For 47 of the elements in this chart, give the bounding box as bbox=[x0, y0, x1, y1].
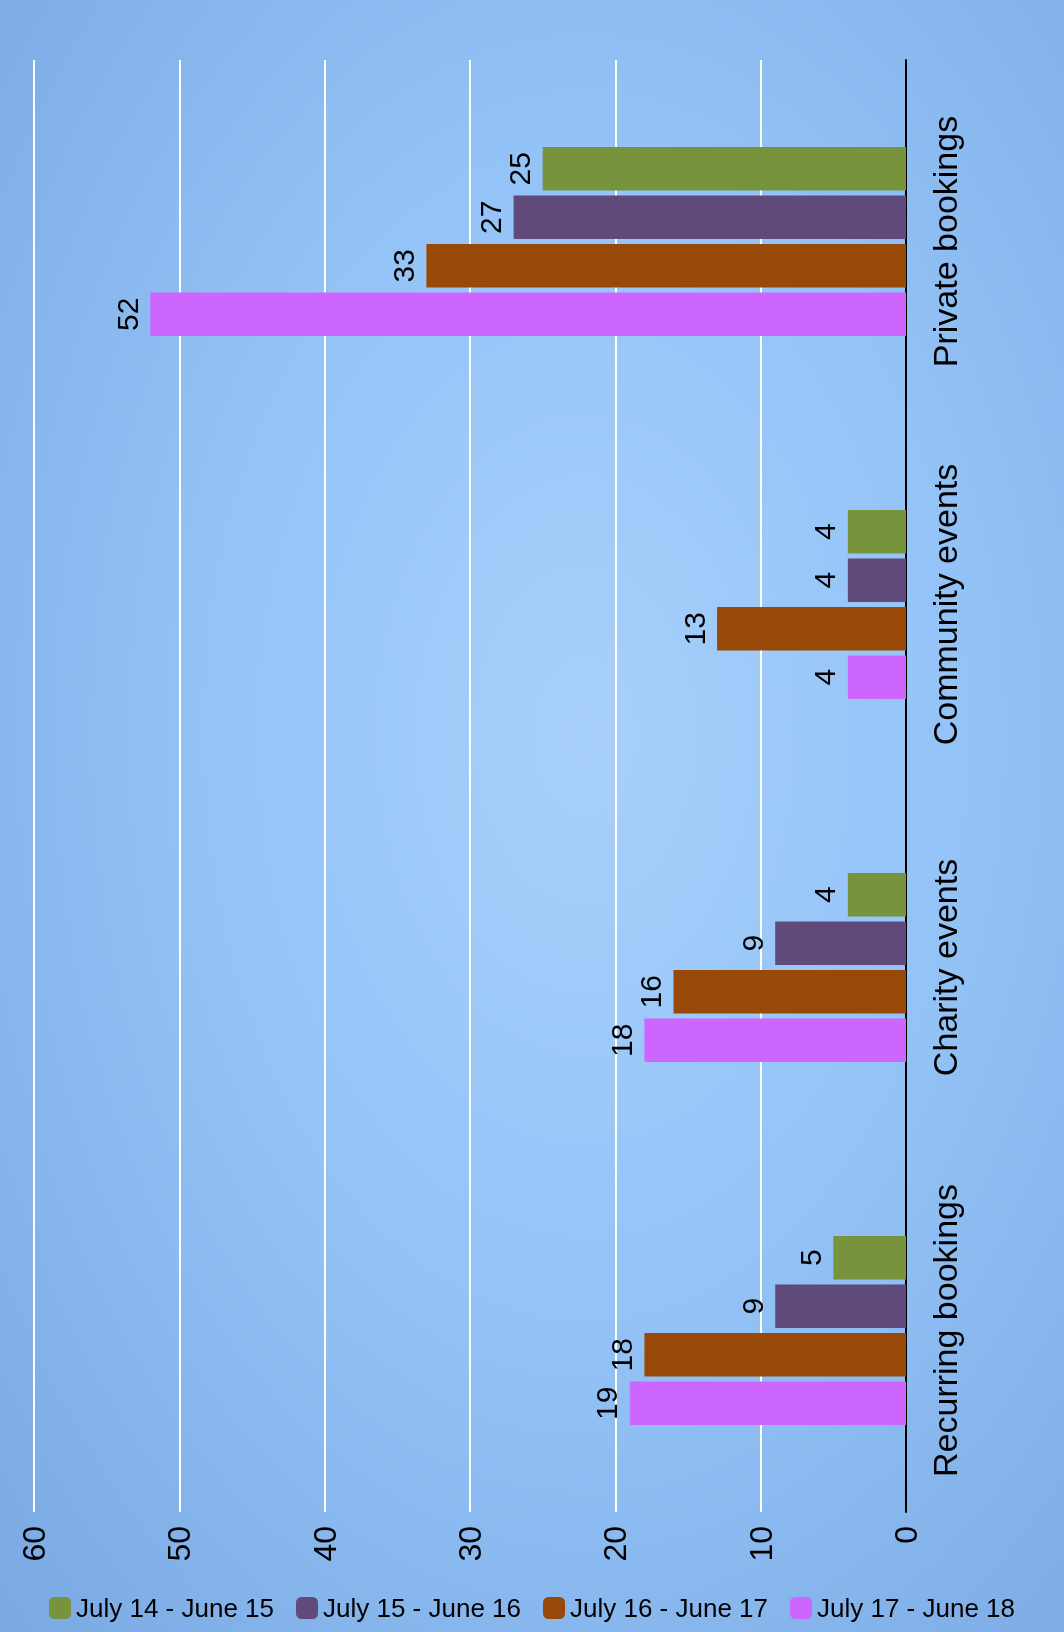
data-label: 4 bbox=[808, 668, 842, 686]
data-label: 9 bbox=[735, 934, 769, 952]
x-tick-label: 60 bbox=[16, 1526, 52, 1562]
data-label: 25 bbox=[503, 152, 537, 186]
bar bbox=[644, 1333, 906, 1377]
bar bbox=[775, 921, 906, 965]
x-tick-label: 0 bbox=[888, 1526, 924, 1544]
data-label: 52 bbox=[110, 297, 144, 331]
x-tick-label: 20 bbox=[597, 1526, 634, 1562]
bar bbox=[847, 655, 906, 699]
data-label: 4 bbox=[808, 571, 842, 589]
bar bbox=[673, 970, 906, 1014]
bar bbox=[847, 510, 906, 554]
bar bbox=[644, 1018, 906, 1062]
bar bbox=[847, 873, 906, 917]
data-label: 18 bbox=[604, 1338, 638, 1372]
data-label: 13 bbox=[677, 612, 711, 646]
legend-label: July 14 - June 15 bbox=[75, 1593, 274, 1623]
data-label: 33 bbox=[386, 249, 420, 283]
bar bbox=[150, 292, 906, 336]
y-tick-label: Recurring bookings bbox=[926, 1184, 964, 1477]
y-tick-label: Charity events bbox=[926, 858, 964, 1077]
legend-label: July 15 - June 16 bbox=[322, 1593, 522, 1623]
legend-label: July 17 - June 18 bbox=[817, 1593, 1016, 1623]
data-label: 16 bbox=[633, 975, 667, 1009]
bar bbox=[629, 1381, 906, 1425]
data-label: 5 bbox=[793, 1249, 827, 1267]
data-label: 19 bbox=[590, 1386, 624, 1420]
data-label: 4 bbox=[808, 886, 842, 904]
bar bbox=[513, 195, 906, 239]
x-tick-label: 30 bbox=[452, 1526, 488, 1562]
data-label: 27 bbox=[474, 200, 508, 234]
bar bbox=[542, 147, 906, 191]
bar bbox=[847, 558, 906, 602]
x-tick-label: 40 bbox=[306, 1526, 343, 1562]
bar bbox=[833, 1236, 906, 1280]
x-tick-label: 50 bbox=[161, 1526, 198, 1562]
y-tick-label: Private bookings bbox=[926, 115, 964, 368]
bar bbox=[426, 244, 906, 288]
data-label: 18 bbox=[604, 1023, 638, 1057]
bar bbox=[717, 607, 906, 651]
data-label: 4 bbox=[808, 523, 842, 541]
bar bbox=[775, 1284, 906, 1328]
legend-label: July 16 - June 17 bbox=[570, 1593, 769, 1623]
x-tick-label: 10 bbox=[742, 1526, 779, 1562]
data-label: 9 bbox=[735, 1297, 769, 1315]
y-tick-label: Community events bbox=[926, 463, 964, 746]
